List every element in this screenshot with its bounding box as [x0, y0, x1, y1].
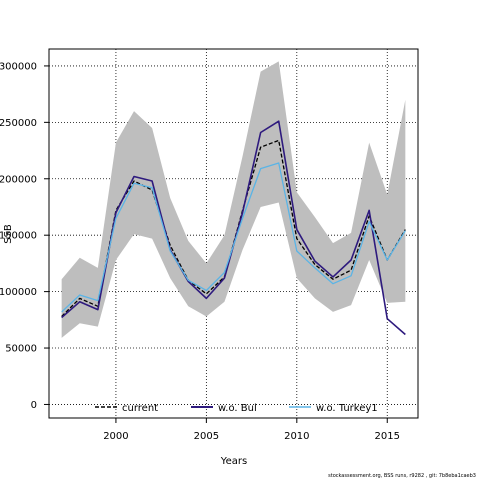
y-tick-label: 0 — [31, 400, 37, 411]
y-axis: 0 50000 100000 150000 200000 250000 300000 — [0, 61, 49, 411]
y-axis-title: SSB — [3, 224, 14, 244]
legend: current w.o. Bul w.o. Turkey1 — [95, 403, 378, 414]
series-lines — [61, 120, 406, 336]
series-line-2 — [61, 162, 406, 313]
x-tick-label: 2005 — [194, 431, 219, 442]
x-tick-label: 2015 — [375, 431, 400, 442]
y-tick-label: 250000 — [0, 118, 37, 129]
series-line-0 — [61, 139, 406, 317]
x-axis-title: Years — [220, 456, 247, 467]
confidence-band — [61, 61, 406, 338]
y-tick-label: 300000 — [0, 61, 37, 72]
legend-label-0: current — [122, 403, 158, 414]
y-tick-label: 50000 — [5, 344, 37, 355]
y-tick-label: 150000 — [0, 231, 37, 242]
x-tick-label: 2010 — [284, 431, 309, 442]
y-tick-label: 100000 — [0, 287, 37, 298]
x-tick-label: 2000 — [103, 431, 128, 442]
footer-credit: stockassessment.org, BSS runs, r9282 , g… — [328, 473, 476, 479]
plot-frame — [48, 48, 419, 419]
x-axis: 2000 2005 2010 2015 — [103, 418, 400, 442]
legend-label-2: w.o. Turkey1 — [316, 403, 378, 414]
y-tick-label: 200000 — [0, 174, 37, 185]
legend-label-1: w.o. Bul — [218, 403, 257, 414]
